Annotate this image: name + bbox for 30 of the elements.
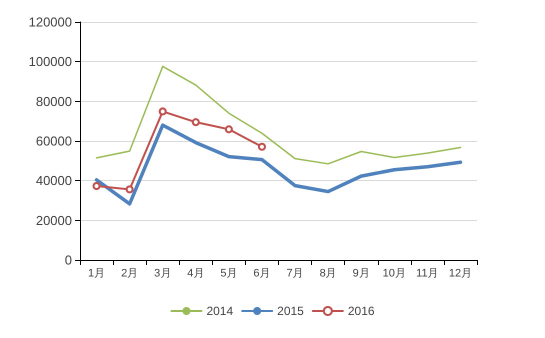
legend-label: 2014 <box>206 304 234 318</box>
point <box>258 142 266 151</box>
line-series <box>94 123 462 206</box>
y-tick-label: 60000 <box>36 134 72 148</box>
x-tick-label: 5月 <box>220 268 238 280</box>
y-tick-label: 120000 <box>28 14 72 30</box>
x-tick-label: 11月 <box>416 268 439 280</box>
point <box>224 125 233 134</box>
x-tick-label: 2月 <box>121 268 138 280</box>
x-tick-label: 8月 <box>320 268 337 280</box>
y-tick-label: 80000 <box>36 94 72 109</box>
x-tick-label: 4月 <box>187 268 204 280</box>
y-tick-label: 0 <box>64 252 72 268</box>
x-tick-label: 10月 <box>382 268 406 280</box>
x-tick-label: 6月 <box>253 268 271 280</box>
point <box>92 182 101 190</box>
x-tick-label: 7月 <box>286 268 304 280</box>
point <box>126 185 134 194</box>
point <box>192 118 200 126</box>
x-tick-label: 9月 <box>352 268 370 280</box>
x-tick-label: 12月 <box>448 268 472 280</box>
y-tick-label: 100000 <box>28 54 72 70</box>
point <box>158 107 167 116</box>
line-series <box>96 66 462 165</box>
y-tick-label: 40000 <box>36 173 72 188</box>
x-tick-label: 3月 <box>154 268 172 280</box>
legend-label: 2016 <box>348 304 375 318</box>
legend-label: 2015 <box>277 304 304 318</box>
y-tick-label: 20000 <box>36 212 72 228</box>
x-tick-label: 1月 <box>88 268 106 280</box>
